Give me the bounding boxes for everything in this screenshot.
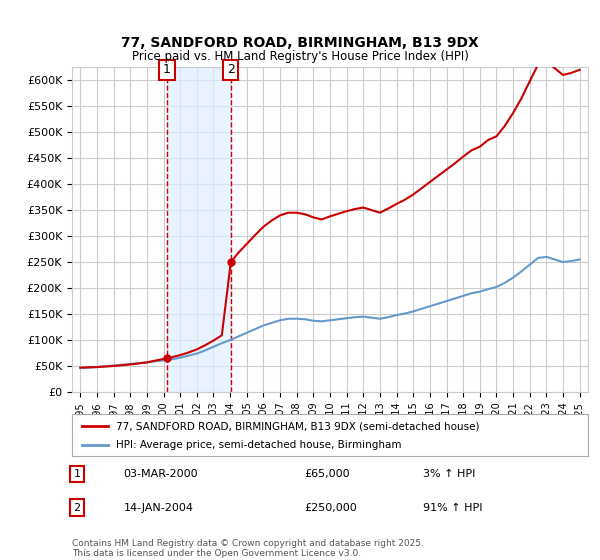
- Text: HPI: Average price, semi-detached house, Birmingham: HPI: Average price, semi-detached house,…: [116, 440, 401, 450]
- Text: 1: 1: [163, 63, 171, 76]
- Text: 2: 2: [74, 502, 81, 512]
- Text: Price paid vs. HM Land Registry's House Price Index (HPI): Price paid vs. HM Land Registry's House …: [131, 50, 469, 63]
- Text: 14-JAN-2004: 14-JAN-2004: [124, 502, 194, 512]
- Text: £250,000: £250,000: [304, 502, 357, 512]
- Text: £65,000: £65,000: [304, 469, 350, 479]
- Text: 77, SANDFORD ROAD, BIRMINGHAM, B13 9DX: 77, SANDFORD ROAD, BIRMINGHAM, B13 9DX: [121, 36, 479, 50]
- Text: 2: 2: [227, 63, 235, 76]
- Text: 3% ↑ HPI: 3% ↑ HPI: [423, 469, 475, 479]
- Text: Contains HM Land Registry data © Crown copyright and database right 2025.
This d: Contains HM Land Registry data © Crown c…: [72, 539, 424, 558]
- Text: 03-MAR-2000: 03-MAR-2000: [124, 469, 198, 479]
- Text: 1: 1: [74, 469, 80, 479]
- Text: 77, SANDFORD ROAD, BIRMINGHAM, B13 9DX (semi-detached house): 77, SANDFORD ROAD, BIRMINGHAM, B13 9DX (…: [116, 421, 479, 431]
- Bar: [167, 67, 231, 392]
- Text: 91% ↑ HPI: 91% ↑ HPI: [423, 502, 482, 512]
